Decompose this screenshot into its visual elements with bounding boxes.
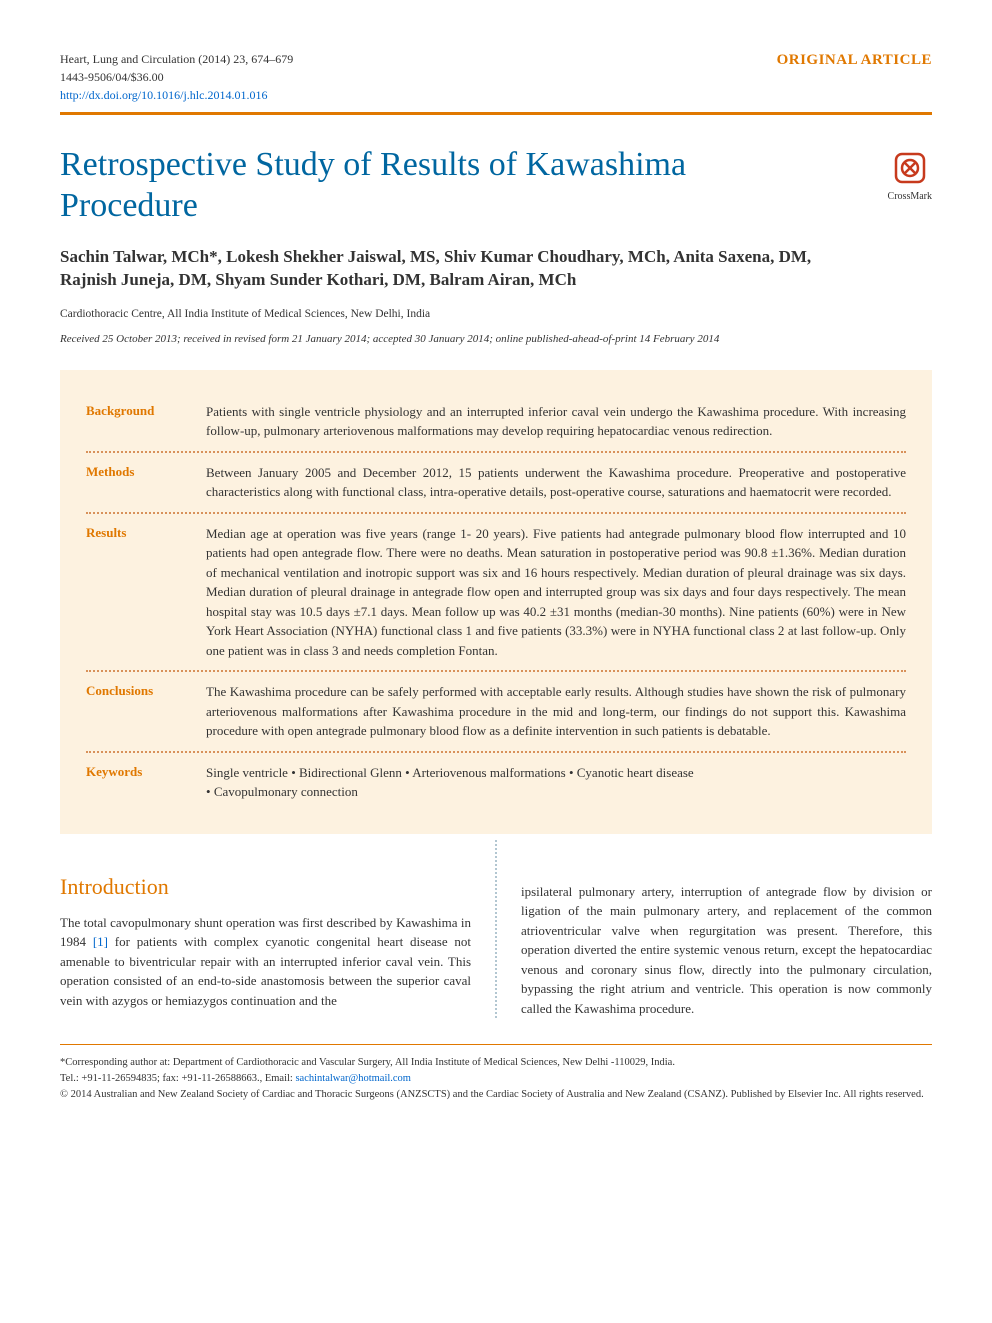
affiliation: Cardiothoracic Centre, All India Institu… [60, 306, 932, 322]
keyword: Cyanotic heart disease [569, 765, 694, 780]
doi-link[interactable]: http://dx.doi.org/10.1016/j.hlc.2014.01.… [60, 88, 267, 102]
keywords-list: Single ventricle Bidirectional Glenn Art… [206, 763, 906, 802]
footnote-rule [60, 1044, 932, 1045]
email-link[interactable]: sachintalwar@hotmail.com [295, 1073, 411, 1084]
intro-paragraph-right: ipsilateral pulmonary artery, interrupti… [521, 882, 932, 1019]
abstract-row: Keywords Single ventricle Bidirectional … [86, 753, 906, 812]
article-type-label: ORIGINAL ARTICLE [777, 50, 932, 71]
abstract-label-background: Background [86, 402, 206, 420]
column-right: ipsilateral pulmonary artery, interrupti… [521, 840, 932, 1019]
footnotes-block: *Corresponding author at: Department of … [60, 1055, 932, 1102]
intro-heading: Introduction [60, 870, 471, 903]
keyword: Single ventricle [206, 765, 288, 780]
abstract-label-conclusions: Conclusions [86, 682, 206, 700]
journal-citation: Heart, Lung and Circulation (2014) 23, 6… [60, 50, 293, 68]
intro-text-post: for patients with complex cyanotic conge… [60, 934, 471, 1008]
crossmark-badge[interactable]: CrossMark [888, 151, 932, 204]
author-list: Sachin Talwar, MCh*, Lokesh Shekher Jais… [60, 245, 840, 293]
abstract-box: Background Patients with single ventricl… [60, 370, 932, 834]
abstract-row: Results Median age at operation was five… [86, 514, 906, 671]
crossmark-icon [893, 151, 927, 190]
abstract-label-keywords: Keywords [86, 763, 206, 781]
article-dates: Received 25 October 2013; received in re… [60, 332, 932, 347]
keyword: Cavopulmonary connection [206, 784, 358, 799]
column-separator [495, 840, 497, 1019]
tel-fax: Tel.: +91-11-26594835; fax: +91-11-26588… [60, 1073, 295, 1084]
body-two-column: Introduction The total cavopulmonary shu… [60, 840, 932, 1019]
abstract-row: Methods Between January 2005 and Decembe… [86, 453, 906, 512]
abstract-text-methods: Between January 2005 and December 2012, … [206, 463, 906, 502]
header-rule [60, 112, 932, 115]
intro-paragraph-left: The total cavopulmonary shunt operation … [60, 913, 471, 1011]
reference-link-1[interactable]: [1] [93, 934, 108, 949]
abstract-text-background: Patients with single ventricle physiolog… [206, 402, 906, 441]
abstract-label-results: Results [86, 524, 206, 542]
abstract-text-conclusions: The Kawashima procedure can be safely pe… [206, 682, 906, 741]
issn-price: 1443-9506/04/$36.00 [60, 68, 293, 86]
abstract-text-results: Median age at operation was five years (… [206, 524, 906, 661]
abstract-row: Conclusions The Kawashima procedure can … [86, 672, 906, 751]
journal-info-block: Heart, Lung and Circulation (2014) 23, 6… [60, 50, 293, 104]
copyright-line: © 2014 Australian and New Zealand Societ… [60, 1087, 932, 1103]
crossmark-label: CrossMark [888, 190, 932, 204]
abstract-row: Background Patients with single ventricl… [86, 392, 906, 451]
keyword: Arteriovenous malformations [405, 765, 566, 780]
keyword: Bidirectional Glenn [291, 765, 402, 780]
page-header: Heart, Lung and Circulation (2014) 23, 6… [60, 50, 932, 104]
column-left: Introduction The total cavopulmonary shu… [60, 840, 471, 1019]
abstract-label-methods: Methods [86, 463, 206, 481]
contact-line: Tel.: +91-11-26594835; fax: +91-11-26588… [60, 1071, 932, 1087]
corresponding-author: *Corresponding author at: Department of … [60, 1055, 932, 1071]
article-title: Retrospective Study of Results of Kawash… [60, 145, 800, 227]
